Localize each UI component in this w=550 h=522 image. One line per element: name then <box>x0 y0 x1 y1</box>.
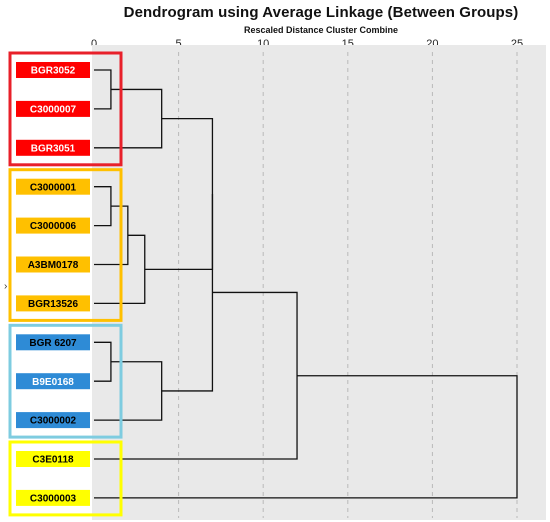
plot-area <box>92 45 546 520</box>
leaf-label: C3000006 <box>30 221 77 232</box>
leaf-label: C3000001 <box>30 182 77 193</box>
tick-label: 0 <box>91 38 97 50</box>
leaf-label: BGR13526 <box>28 299 78 310</box>
leaf-label: BGR3051 <box>31 143 76 154</box>
leaf-label: BGR 6207 <box>29 338 77 349</box>
grid <box>178 52 518 518</box>
yellow-group-box <box>8 440 123 517</box>
leaf-label: C3000003 <box>30 494 77 505</box>
leaf-label-box <box>16 139 90 156</box>
leaf-label-box <box>16 334 90 351</box>
leaf-labels: BGR3052 C3000007 BGR3051 C3000001 C3000006 A3… <box>16 62 90 506</box>
leaf-label: BGR3052 <box>31 66 76 77</box>
chart-title: Dendrogram using Average Linkage (Betwee… <box>123 4 519 21</box>
orange-group-box <box>8 168 123 322</box>
dendrogram-link <box>161 193 214 392</box>
dendrogram-link <box>144 117 214 271</box>
red-group-box <box>8 51 123 167</box>
leaf-label: C3000007 <box>30 105 77 116</box>
tick-label: 5 <box>176 38 182 50</box>
leaf-label-box <box>16 100 90 117</box>
leaf-label-box <box>16 62 90 78</box>
leaf-label-box <box>16 256 90 273</box>
side-marker: › <box>4 281 7 292</box>
group-boxes <box>8 51 123 517</box>
leaf-label: A3BM0178 <box>28 260 79 271</box>
leaf-label-box <box>16 295 90 312</box>
axis-title: Rescaled Distance Cluster Combine <box>243 25 399 35</box>
leaf-label-box <box>16 451 90 467</box>
dendrogram-link <box>94 375 518 499</box>
leaf-label-box <box>16 178 90 195</box>
blue-group-box <box>8 323 123 439</box>
leaf-label: C3E0118 <box>32 455 74 466</box>
leaf-label: B9E0168 <box>32 377 74 388</box>
leaf-label-box <box>16 489 90 506</box>
dendrogram-links <box>94 69 518 499</box>
leaf-label-box <box>16 412 90 429</box>
leaf-label-box <box>16 373 90 390</box>
leaf-label: C3000002 <box>30 416 77 427</box>
leaf-label-box <box>16 217 90 234</box>
